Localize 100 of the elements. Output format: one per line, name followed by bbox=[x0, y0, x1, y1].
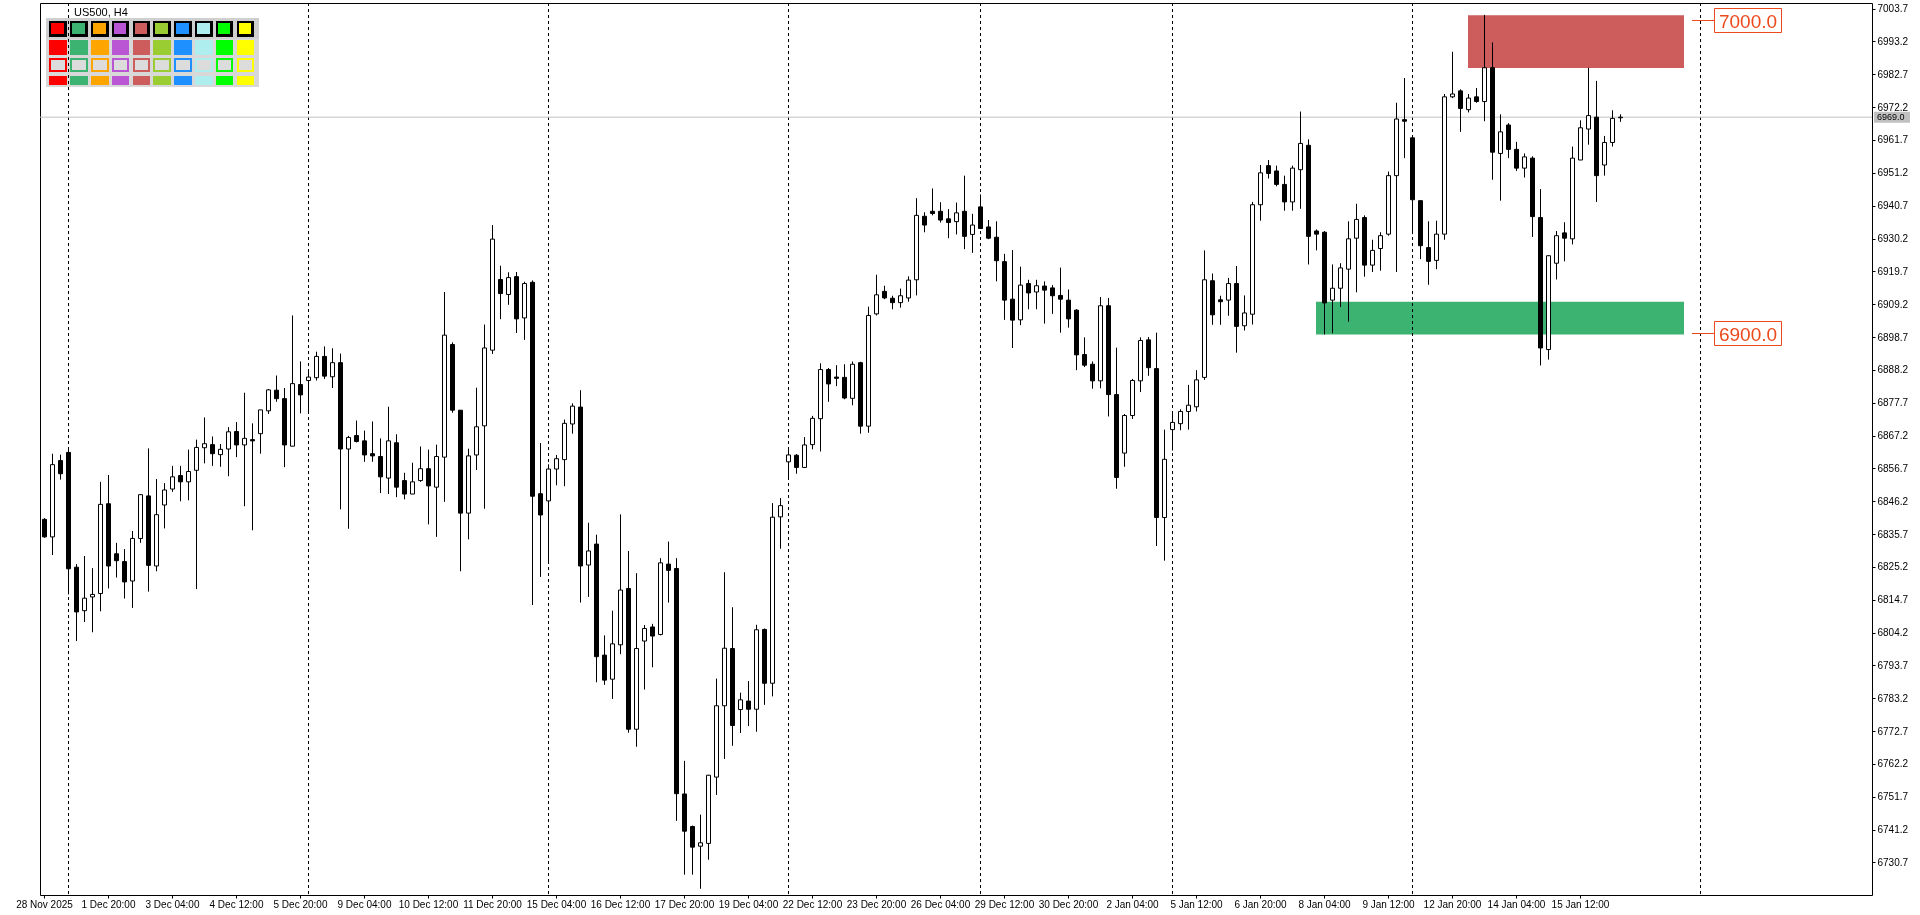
x-tick-label: 14 Jan 04:00 bbox=[1487, 898, 1546, 910]
candlestick bbox=[202, 416, 207, 464]
candlestick bbox=[226, 426, 231, 477]
y-tick-label: 6804.2 bbox=[1877, 627, 1909, 639]
candlestick bbox=[122, 548, 127, 599]
candlestick bbox=[642, 624, 647, 691]
candlestick bbox=[498, 265, 503, 320]
candlestick bbox=[1402, 77, 1407, 159]
candlestick bbox=[1562, 221, 1567, 262]
candlestick bbox=[1514, 141, 1519, 172]
y-tick-label: 6888.2 bbox=[1877, 364, 1909, 376]
candlestick bbox=[1586, 67, 1591, 146]
candlestick bbox=[90, 567, 95, 633]
candlestick bbox=[794, 453, 799, 475]
candlestick bbox=[186, 449, 191, 501]
y-tick-label: 6846.2 bbox=[1877, 495, 1909, 507]
candlestick bbox=[1426, 220, 1431, 286]
y-tick-label: 6783.2 bbox=[1877, 692, 1909, 704]
candlestick bbox=[1354, 203, 1359, 293]
candlestick bbox=[1282, 175, 1287, 212]
candlestick bbox=[1458, 88, 1463, 133]
candlestick bbox=[1042, 280, 1047, 325]
candlestick bbox=[666, 541, 671, 604]
y-tick-label: 6972.2 bbox=[1877, 101, 1909, 113]
candlestick bbox=[938, 201, 943, 224]
y-tick-label: 6825.2 bbox=[1877, 561, 1909, 573]
annotation: 7000.0 bbox=[1718, 10, 1778, 32]
candlestick bbox=[1242, 294, 1247, 331]
x-tick-label: 19 Dec 04:00 bbox=[718, 898, 779, 910]
y-tick-label: 6814.7 bbox=[1877, 594, 1909, 606]
x-tick-label: 5 Dec 20:00 bbox=[273, 898, 328, 910]
y-tick-label: 6898.7 bbox=[1877, 331, 1909, 343]
candlestick bbox=[82, 555, 87, 623]
x-tick-label: 12 Jan 20:00 bbox=[1423, 898, 1482, 910]
x-tick-label: 4 Dec 12:00 bbox=[209, 898, 264, 910]
x-tick-label: 15 Dec 04:00 bbox=[526, 898, 587, 910]
candlestick bbox=[946, 208, 951, 239]
candlestick bbox=[1314, 228, 1319, 251]
candlestick bbox=[346, 435, 351, 530]
y-tick-label: 6751.7 bbox=[1877, 791, 1909, 803]
x-tick-label: 1 Dec 20:00 bbox=[81, 898, 136, 910]
candlestick bbox=[1602, 135, 1607, 177]
candlestick bbox=[1266, 159, 1271, 179]
candlestick bbox=[58, 454, 63, 481]
candlestick bbox=[978, 193, 983, 229]
candlestick bbox=[410, 462, 415, 495]
y-tick-label: 6762.2 bbox=[1877, 758, 1909, 770]
x-tick-label: 8 Jan 04:00 bbox=[1298, 898, 1352, 910]
candlestick bbox=[402, 472, 407, 500]
candlestick bbox=[194, 439, 199, 590]
y-tick-label: 6772.7 bbox=[1877, 725, 1909, 737]
candlestick bbox=[114, 542, 119, 579]
candlestick bbox=[362, 430, 367, 463]
y-tick-label: 6835.7 bbox=[1877, 528, 1909, 540]
candlestick bbox=[1178, 408, 1183, 431]
y-tick-label: 6793.7 bbox=[1877, 659, 1909, 671]
candlestick bbox=[1370, 239, 1375, 273]
candlestick bbox=[554, 454, 559, 486]
candlestick bbox=[746, 680, 751, 727]
y-tick-label: 6961.7 bbox=[1877, 134, 1909, 146]
candlestick bbox=[826, 367, 831, 403]
candlestick bbox=[370, 420, 375, 463]
candlestick bbox=[1338, 262, 1343, 308]
candlestick bbox=[874, 274, 879, 316]
candlestick bbox=[1450, 51, 1455, 99]
candlestick bbox=[778, 497, 783, 550]
candlestick bbox=[322, 345, 327, 380]
candlestick bbox=[1378, 231, 1383, 272]
candlestick bbox=[842, 363, 847, 400]
candlestick bbox=[970, 213, 975, 254]
candlestick bbox=[266, 388, 271, 415]
candlestick bbox=[1050, 284, 1055, 315]
candlestick bbox=[906, 275, 911, 303]
y-tick-label: 6856.7 bbox=[1877, 462, 1909, 474]
x-tick-label: 3 Dec 04:00 bbox=[145, 898, 200, 910]
y-tick-label: 6951.2 bbox=[1877, 167, 1909, 179]
y-tick-label: 7003.7 bbox=[1877, 3, 1909, 15]
x-tick-label: 10 Dec 12:00 bbox=[398, 898, 459, 910]
x-tick-label: 17 Dec 20:00 bbox=[654, 898, 715, 910]
candlestick bbox=[1186, 384, 1191, 431]
candlestick bbox=[298, 360, 303, 414]
candlestick bbox=[1498, 113, 1503, 202]
candlestick bbox=[1218, 295, 1223, 326]
candlestick bbox=[506, 271, 511, 306]
candlestick bbox=[426, 449, 431, 525]
candlestick bbox=[162, 482, 167, 529]
candlestick bbox=[1274, 165, 1279, 187]
y-tick-label: 6909.2 bbox=[1877, 298, 1909, 310]
candlestick bbox=[1010, 249, 1015, 349]
candlestick bbox=[170, 465, 175, 493]
candlestick bbox=[1090, 360, 1095, 390]
candlestick bbox=[1330, 263, 1335, 334]
ref-line-label: 6969.0 bbox=[1877, 112, 1905, 123]
x-tick-label: 9 Dec 04:00 bbox=[337, 898, 392, 910]
candlestick bbox=[954, 202, 959, 235]
x-tick-label: 6 Jan 20:00 bbox=[1234, 898, 1288, 910]
candlestick bbox=[234, 421, 239, 458]
candlestick bbox=[898, 288, 903, 309]
candlestick bbox=[258, 409, 263, 455]
x-tick-label: 23 Dec 20:00 bbox=[846, 898, 907, 910]
